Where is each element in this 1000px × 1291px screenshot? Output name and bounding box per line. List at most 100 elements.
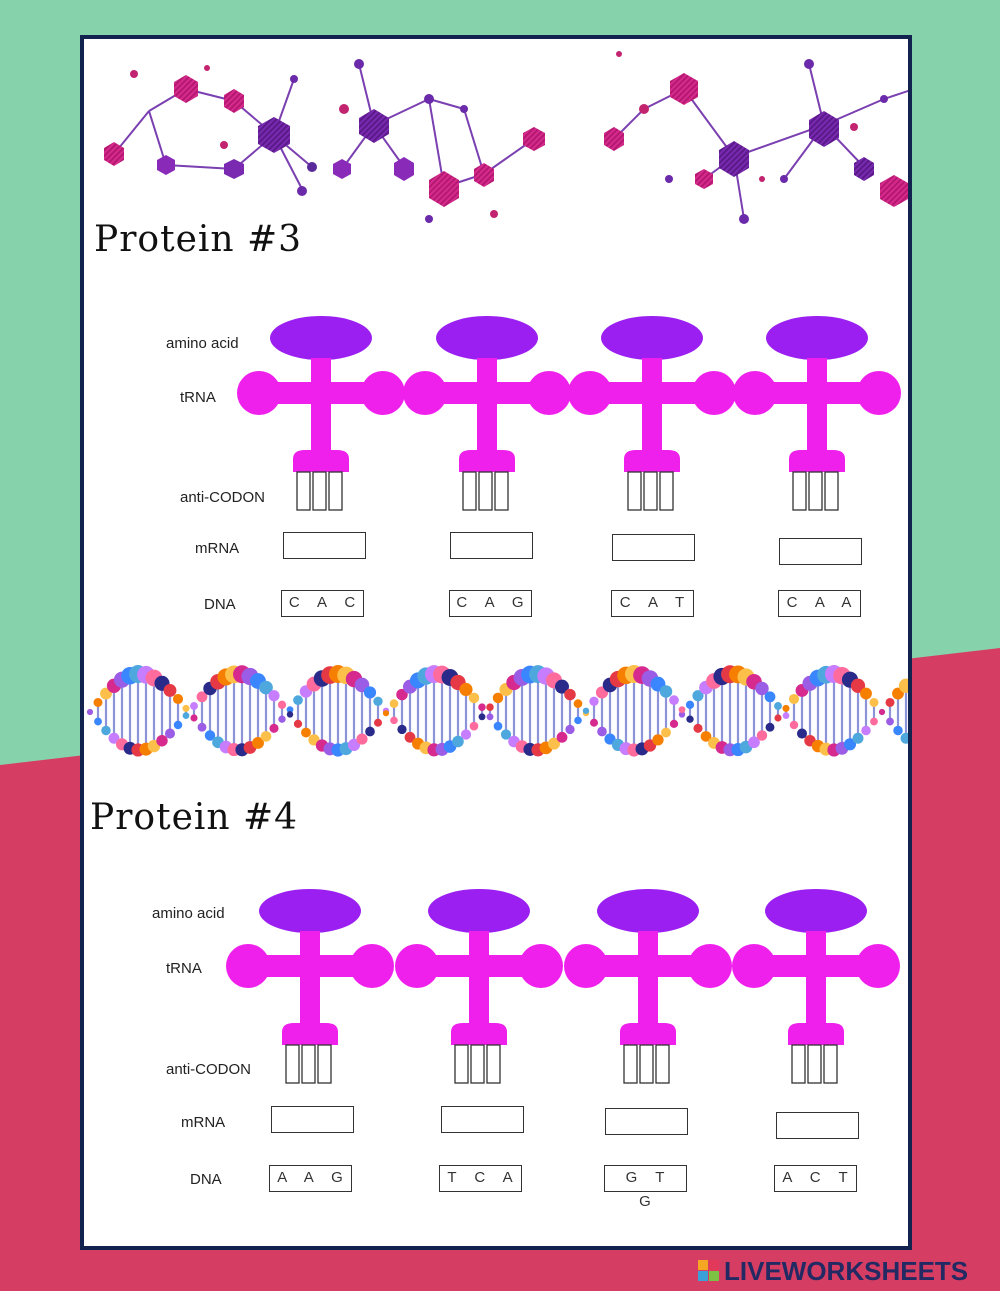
dna-base	[597, 726, 607, 737]
mrna-input-4-4[interactable]	[776, 1112, 859, 1139]
dna-base	[478, 703, 486, 711]
dna-base	[589, 696, 599, 706]
dna-base	[101, 725, 111, 736]
dna-base	[554, 679, 570, 694]
dna-base	[661, 727, 671, 738]
dna-base	[478, 713, 486, 721]
mrna-input-4-3[interactable]	[605, 1108, 688, 1135]
protein-3-title: Protein #3	[94, 219, 303, 260]
dna-base	[652, 734, 664, 746]
dna-base	[756, 730, 768, 741]
trna-label: tRNA	[180, 389, 216, 406]
trna-icon-3-2	[403, 316, 571, 511]
dna-label: DNA	[204, 596, 236, 613]
molecule-dots	[130, 51, 888, 224]
dna-base	[692, 690, 704, 702]
dna-base	[843, 738, 857, 751]
dna-base	[693, 723, 703, 733]
dna-base	[574, 716, 582, 725]
dna-base	[172, 693, 184, 705]
dna-base	[774, 714, 782, 722]
dna-base	[277, 700, 287, 709]
dna-base	[259, 680, 273, 695]
dna-base	[486, 703, 494, 711]
dna-base	[748, 736, 760, 749]
dna-base	[163, 684, 177, 697]
dna-base	[589, 718, 599, 727]
hexagon-shapes	[104, 73, 908, 207]
dna-base	[293, 695, 303, 706]
dna-base	[373, 696, 383, 706]
dna-base	[356, 733, 368, 745]
dna-base	[765, 722, 775, 732]
dna-base	[788, 693, 800, 705]
dna-codon-4-2: T C A	[439, 1165, 522, 1192]
mrna-input-3-3[interactable]	[612, 534, 695, 561]
dna-base	[755, 681, 769, 696]
dna-base	[796, 728, 808, 739]
liveworksheets-logo[interactable]: LIVEWORKSHEETS	[698, 1256, 998, 1286]
dna-base	[774, 702, 782, 710]
dna-label: DNA	[190, 1171, 222, 1188]
dna-helix-icon	[87, 665, 908, 757]
molecule-cluster-icon	[113, 63, 908, 220]
trna-icon-4-3	[564, 889, 732, 1084]
dna-base	[886, 717, 894, 726]
dna-base	[196, 691, 208, 703]
dna-base	[460, 729, 472, 740]
dna-base	[678, 706, 686, 713]
amino-acid-label: amino acid	[152, 905, 225, 922]
dna-base	[293, 719, 303, 728]
dna-base	[389, 699, 399, 708]
trna-icon-4-1	[226, 889, 394, 1084]
dna-base	[659, 685, 673, 698]
dna-base	[397, 724, 407, 735]
dna-base	[685, 700, 695, 709]
dna-base	[301, 727, 311, 738]
dna-base	[900, 732, 908, 744]
dna-base	[860, 687, 872, 700]
dna-base	[582, 707, 590, 714]
mrna-input-3-1[interactable]	[283, 532, 366, 559]
mrna-input-4-1[interactable]	[271, 1106, 354, 1133]
mrna-label: mRNA	[195, 540, 240, 557]
liveworksheets-logo-icon	[698, 1260, 719, 1281]
dna-base	[87, 709, 93, 715]
trna-icon-3-4	[733, 316, 901, 511]
worksheet-page: Protein #3 amino acid tRNA anti-CODON mR…	[80, 35, 912, 1250]
dna-base	[190, 702, 198, 710]
dna-base	[870, 717, 878, 726]
trna-icon-4-4	[732, 889, 900, 1084]
dna-base	[252, 737, 264, 749]
dna-base	[459, 682, 473, 697]
mrna-input-3-2[interactable]	[450, 532, 533, 559]
trna-icon-4-2	[395, 889, 563, 1084]
dna-base	[164, 728, 176, 739]
dna-base	[365, 726, 375, 737]
dna-base	[500, 729, 512, 740]
mrna-input-4-2[interactable]	[441, 1106, 524, 1133]
dna-base	[700, 731, 712, 742]
dna-codon-4-3: G T G	[604, 1165, 687, 1210]
dna-base	[396, 688, 408, 701]
dna-base	[764, 691, 776, 703]
dna-base	[782, 704, 790, 712]
dna-base	[286, 711, 294, 718]
amino-acid-label: amino acid	[166, 335, 239, 352]
dna-base	[268, 690, 280, 702]
dna-base	[108, 732, 120, 744]
dna-base	[492, 692, 504, 704]
dna-base	[548, 737, 560, 750]
dna-base	[850, 678, 866, 693]
anticodon-label: anti-CODON	[180, 489, 266, 506]
dna-codon-3-3: C A T	[611, 590, 694, 617]
dna-base	[286, 706, 294, 713]
dna-base	[861, 725, 871, 736]
dna-base	[669, 719, 679, 728]
dna-base	[852, 732, 864, 744]
mrna-input-3-4[interactable]	[779, 538, 862, 565]
dna-base	[93, 697, 103, 707]
dna-base	[363, 686, 377, 699]
dna-base	[564, 688, 576, 701]
dna-base	[686, 715, 694, 723]
